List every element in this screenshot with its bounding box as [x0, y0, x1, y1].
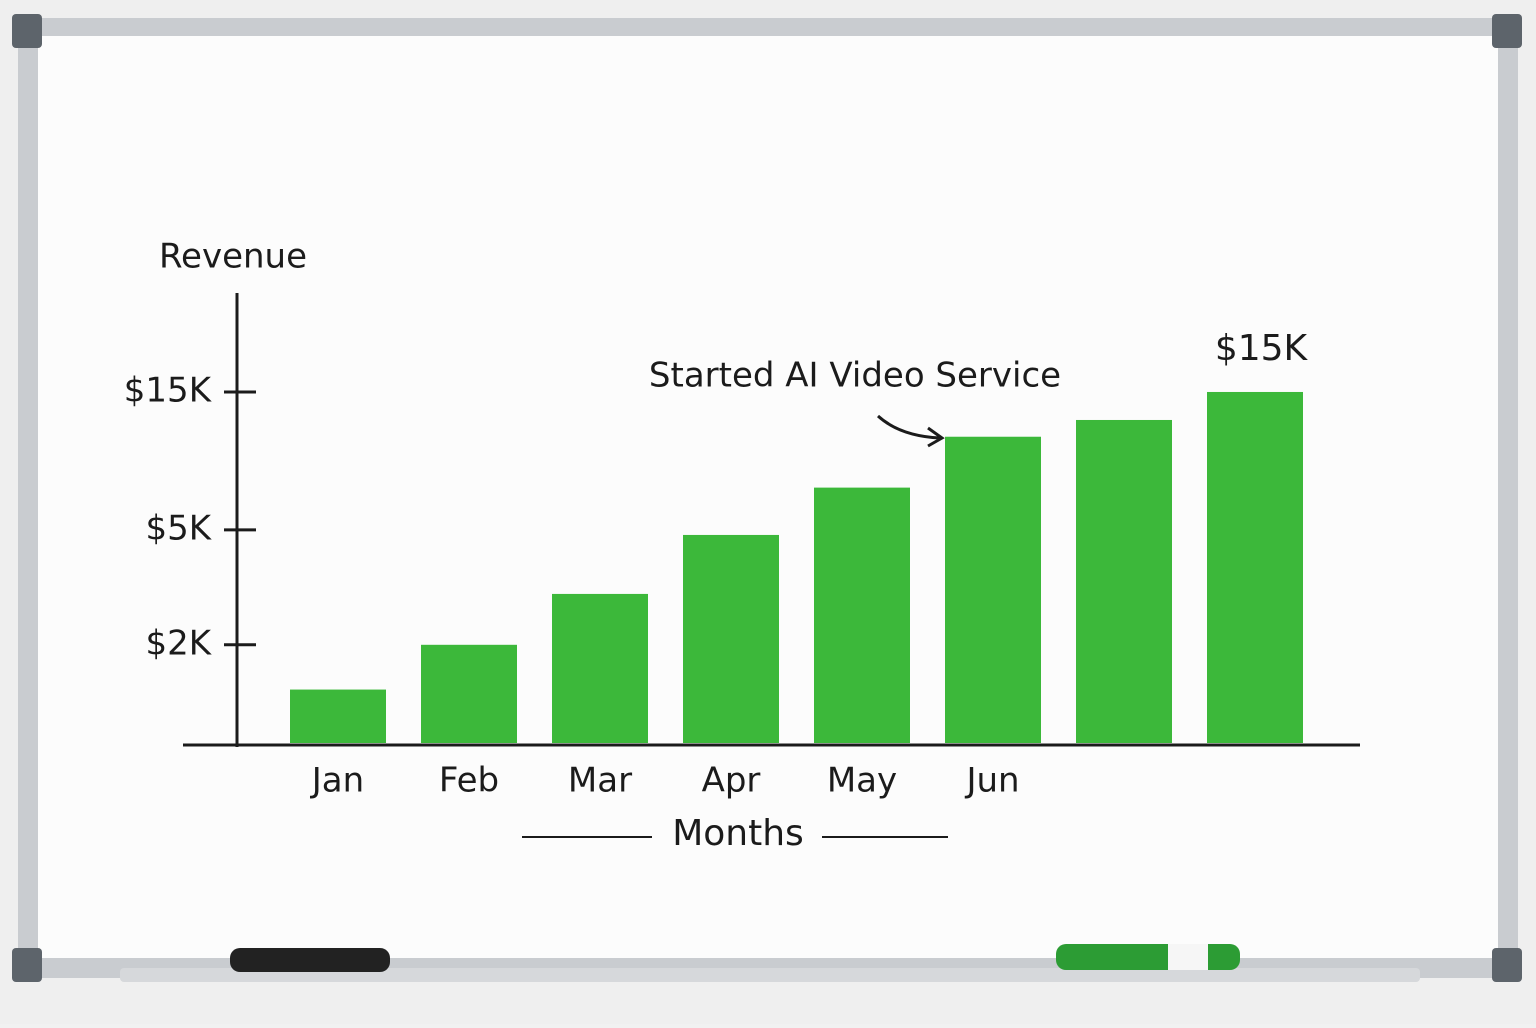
y-tick-label: $2K — [145, 623, 212, 663]
value-label: $15K — [1215, 328, 1309, 369]
bar — [421, 644, 517, 743]
y-tick-label: $5K — [145, 508, 212, 548]
frame-corner — [12, 948, 42, 982]
frame-corner — [12, 14, 42, 48]
x-tick-label: Mar — [568, 761, 632, 801]
marker-tray — [120, 968, 1420, 982]
y-tick-label: $15K — [124, 370, 213, 410]
frame-corner — [1492, 14, 1522, 48]
bar — [552, 593, 648, 743]
x-tick-label: May — [827, 761, 897, 801]
x-tick-label: Jan — [310, 761, 364, 801]
x-axis-title: Months — [672, 813, 804, 854]
annotation: Started AI Video Service — [649, 356, 1061, 396]
green-marker — [1056, 944, 1240, 970]
bar — [814, 487, 910, 743]
green-marker-band — [1168, 944, 1208, 970]
bar — [683, 534, 779, 743]
frame-corner — [1492, 948, 1522, 982]
x-tick-label: Jun — [964, 761, 1019, 801]
x-tick-label: Apr — [702, 761, 761, 801]
bar — [1076, 419, 1172, 743]
bar — [290, 689, 386, 743]
x-tick-label: Feb — [439, 761, 499, 801]
annotation-arrow — [876, 414, 945, 448]
bar — [945, 436, 1041, 743]
y-axis-title: Revenue — [159, 237, 307, 277]
bar — [1207, 391, 1303, 743]
black-marker — [230, 948, 390, 972]
